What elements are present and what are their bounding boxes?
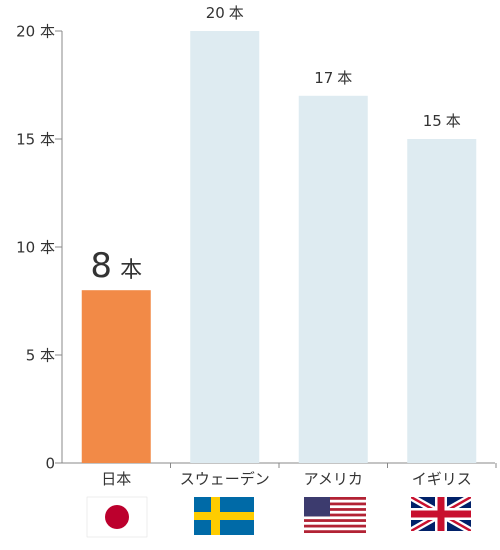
bar-4: [407, 139, 477, 463]
uk-flag-icon: [411, 497, 471, 531]
chart-bars: [81, 31, 477, 464]
data-label: 15 本: [423, 112, 461, 130]
y-tick-label: 20 本: [16, 23, 55, 41]
category-label: アメリカ: [304, 470, 363, 488]
category-label: 日本: [101, 470, 131, 488]
y-tick-label: 0: [45, 455, 55, 473]
usa-flag-icon: [304, 497, 366, 534]
japan-flag-icon: [86, 496, 148, 538]
category-label: イギリス: [412, 470, 472, 488]
chart-axes: 0 5 本 10 本 15 本 20 本: [16, 23, 497, 473]
bar-2: [190, 31, 260, 463]
y-tick-label: 5 本: [26, 347, 55, 365]
y-tick-label: 15 本: [16, 131, 55, 149]
data-label: 20 本: [206, 4, 244, 22]
sweden-flag-icon: [194, 497, 254, 535]
data-label: 17 本: [314, 69, 352, 87]
bar-3: [298, 95, 368, 464]
y-tick-label: 10 本: [16, 239, 55, 257]
category-label: スウェーデン: [180, 470, 270, 488]
bar-1: [81, 290, 151, 463]
